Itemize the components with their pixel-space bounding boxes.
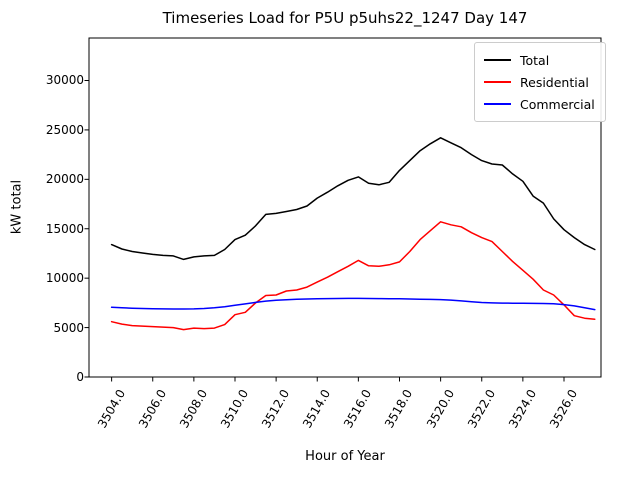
legend-label-total: Total — [520, 52, 550, 68]
y-tick-label: 10000 — [45, 271, 84, 286]
y-tick-label: 30000 — [45, 73, 84, 88]
commercial-line-swatch — [484, 103, 511, 105]
residential-line-swatch — [484, 81, 511, 83]
legend-entry-residential: Residential — [484, 71, 595, 93]
legend: Total Residential Commercial — [474, 42, 606, 122]
total-line — [110, 137, 596, 261]
y-tick-label: 5000 — [53, 320, 84, 335]
legend-entry-commercial: Commercial — [484, 93, 595, 115]
legend-entry-total: Total — [484, 49, 595, 71]
legend-label-residential: Residential — [520, 74, 589, 90]
y-tick-label: 25000 — [45, 122, 84, 137]
y-tick-label: 20000 — [45, 172, 84, 187]
commercial-line — [110, 297, 596, 311]
x-axis-label: Hour of Year — [305, 449, 385, 464]
chart-title: Timeseries Load for P5U p5uhs22_1247 Day… — [162, 9, 528, 27]
y-tick-label: 0 — [76, 370, 84, 384]
x-tick-label: 3526.0 — [546, 387, 581, 431]
legend-label-commercial: Commercial — [520, 96, 595, 112]
y-tick-label: 15000 — [45, 221, 84, 236]
axes-box — [88, 37, 602, 378]
residential-line — [110, 221, 596, 331]
total-line-swatch — [484, 59, 511, 61]
